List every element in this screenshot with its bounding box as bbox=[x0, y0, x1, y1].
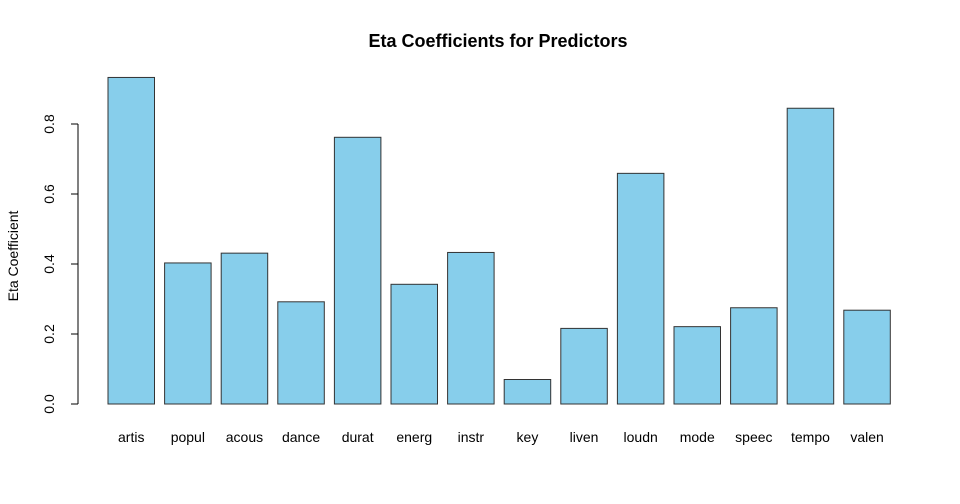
chart-title: Eta Coefficients for Predictors bbox=[368, 31, 627, 51]
bar-speec bbox=[730, 307, 778, 405]
x-tick-label-popul: popul bbox=[171, 429, 205, 445]
x-tick-label-artis: artis bbox=[118, 429, 144, 445]
x-tick-label-instr: instr bbox=[458, 429, 485, 445]
bar-popul bbox=[164, 262, 212, 405]
bar-loudn bbox=[616, 172, 665, 405]
y-tick-label: 0.6 bbox=[41, 184, 57, 204]
x-tick-label-liven: liven bbox=[570, 429, 599, 445]
bar-acous bbox=[220, 252, 269, 405]
bar-liven bbox=[560, 327, 608, 405]
bar-artis bbox=[107, 76, 155, 405]
y-tick-label: 0.8 bbox=[41, 114, 57, 134]
y-axis-label: Eta Coefficient bbox=[5, 210, 21, 301]
x-tick-label-energ: energ bbox=[396, 429, 432, 445]
bar-instr bbox=[447, 251, 495, 405]
bar-durat bbox=[333, 136, 382, 405]
y-tick-label: 0.4 bbox=[41, 254, 57, 274]
bar-energ bbox=[390, 283, 438, 405]
x-tick-label-loudn: loudn bbox=[624, 429, 658, 445]
x-tick-label-dance: dance bbox=[282, 429, 320, 445]
bars-group bbox=[107, 76, 891, 405]
x-tick-label-acous: acous bbox=[226, 429, 263, 445]
x-tick-label-valen: valen bbox=[850, 429, 883, 445]
y-tick-label: 0.2 bbox=[41, 324, 57, 344]
y-axis: 0.0 0.2 0.4 0.6 0.8 bbox=[41, 114, 79, 414]
x-axis-category-labels: artis popul acous dance durat energ instr key li… bbox=[118, 429, 884, 445]
bar-dance bbox=[277, 301, 325, 405]
x-tick-label-tempo: tempo bbox=[791, 429, 830, 445]
y-tick-label: 0.0 bbox=[41, 394, 57, 414]
x-tick-label-speec: speec bbox=[735, 429, 772, 445]
x-tick-label-durat: durat bbox=[342, 429, 374, 445]
bar-tempo bbox=[786, 107, 835, 405]
x-tick-label-mode: mode bbox=[680, 429, 715, 445]
bar-valen bbox=[843, 309, 891, 405]
bar-key bbox=[503, 379, 552, 405]
bar-mode bbox=[673, 326, 721, 405]
x-tick-label-key: key bbox=[517, 429, 539, 445]
